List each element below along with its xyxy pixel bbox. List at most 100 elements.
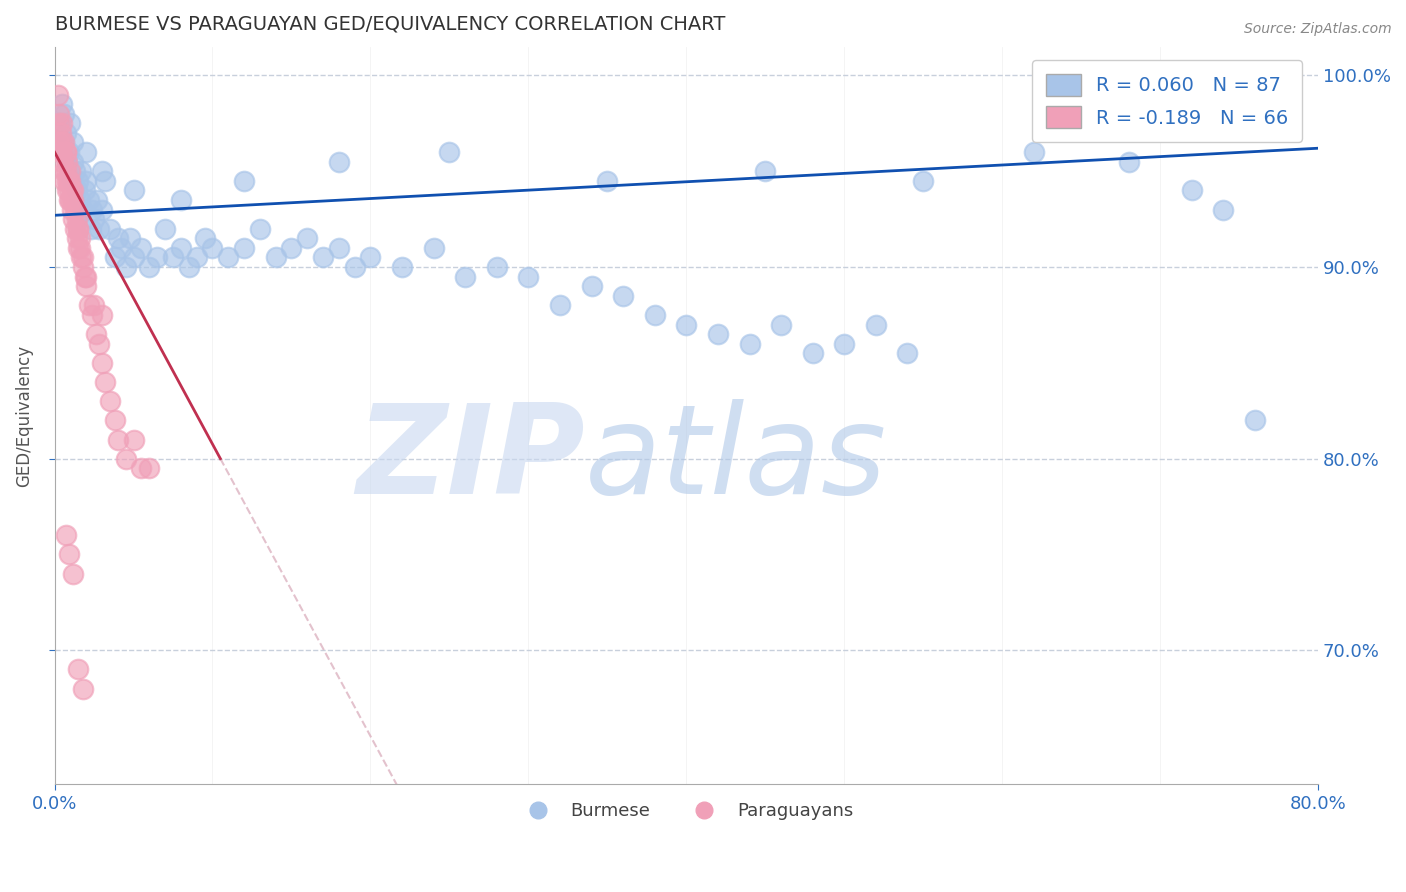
Point (67, 241, 90, 255)
Point (343, 260, 366, 274)
Point (51, 116, 73, 130)
Point (103, 251, 125, 265)
Point (62, 183, 84, 197)
Y-axis label: GED/Equivalency: GED/Equivalency (15, 344, 32, 487)
Point (1212, 202, 1234, 217)
Text: Source: ZipAtlas.com: Source: ZipAtlas.com (1244, 22, 1392, 37)
Point (67, 221, 90, 235)
Point (67, 663, 90, 677)
Point (110, 241, 132, 255)
Point (644, 308, 666, 322)
Point (517, 269, 540, 284)
Point (60, 174, 83, 188)
Point (581, 279, 603, 293)
Point (90, 202, 112, 217)
Point (87, 221, 110, 235)
Point (94, 174, 117, 188)
Point (82, 202, 104, 217)
Point (249, 221, 271, 235)
Point (75, 145, 97, 159)
Point (55, 145, 77, 159)
Point (1022, 145, 1045, 159)
Point (90, 356, 112, 370)
Point (48, 116, 70, 130)
Point (138, 461, 160, 475)
Point (98, 394, 121, 409)
Point (391, 260, 413, 274)
Point (55, 126, 77, 140)
Point (72, 260, 94, 274)
Point (114, 451, 136, 466)
Point (66, 212, 89, 227)
Point (83, 298, 105, 312)
Point (90, 308, 112, 322)
Point (60, 183, 83, 197)
Point (53, 136, 76, 150)
Point (170, 193, 193, 207)
Point (66, 183, 89, 197)
Point (51, 154, 73, 169)
Point (53, 136, 76, 150)
Point (63, 221, 86, 235)
Point (122, 433, 145, 447)
Point (58, 174, 80, 188)
Point (107, 231, 129, 245)
Point (94, 375, 117, 389)
Point (83, 212, 105, 227)
Point (58, 548, 80, 562)
Point (832, 336, 855, 351)
Point (103, 413, 125, 427)
Point (58, 183, 80, 197)
Point (280, 241, 302, 255)
Point (48, 116, 70, 130)
Point (801, 346, 824, 360)
Point (90, 164, 112, 178)
Point (55, 164, 77, 178)
Point (122, 251, 145, 265)
Point (264, 251, 287, 265)
Point (77, 193, 100, 207)
Point (485, 260, 508, 274)
Point (56, 183, 79, 197)
Point (233, 241, 256, 255)
Point (49, 145, 72, 159)
Point (72, 251, 94, 265)
Text: atlas: atlas (585, 400, 887, 520)
Point (53, 107, 76, 121)
Point (56, 154, 79, 169)
Point (122, 183, 145, 197)
Point (1118, 154, 1140, 169)
Point (69, 193, 91, 207)
Point (59, 174, 82, 188)
Point (146, 251, 169, 265)
Point (67, 221, 90, 235)
Point (70, 164, 93, 178)
Text: BURMESE VS PARAGUAYAN GED/EQUIVALENCY CORRELATION CHART: BURMESE VS PARAGUAYAN GED/EQUIVALENCY CO… (55, 15, 725, 34)
Point (754, 164, 776, 178)
Point (73, 269, 96, 284)
Point (56, 174, 79, 188)
Point (48, 107, 70, 121)
Point (55, 145, 77, 159)
Point (62, 212, 84, 227)
Point (59, 116, 82, 130)
Point (69, 231, 91, 245)
Point (738, 336, 761, 351)
Legend: Burmese, Paraguayans: Burmese, Paraguayans (512, 795, 860, 827)
Point (131, 241, 153, 255)
Point (62, 154, 84, 169)
Point (51, 97, 73, 112)
Point (80, 221, 103, 235)
Point (60, 202, 83, 217)
Point (59, 193, 82, 207)
Point (69, 241, 91, 255)
Point (87, 336, 110, 351)
Point (62, 566, 84, 581)
Point (114, 260, 136, 274)
Point (75, 269, 97, 284)
Point (49, 126, 72, 140)
Point (51, 136, 73, 150)
Point (120, 231, 142, 245)
Point (53, 174, 76, 188)
Point (49, 145, 72, 159)
